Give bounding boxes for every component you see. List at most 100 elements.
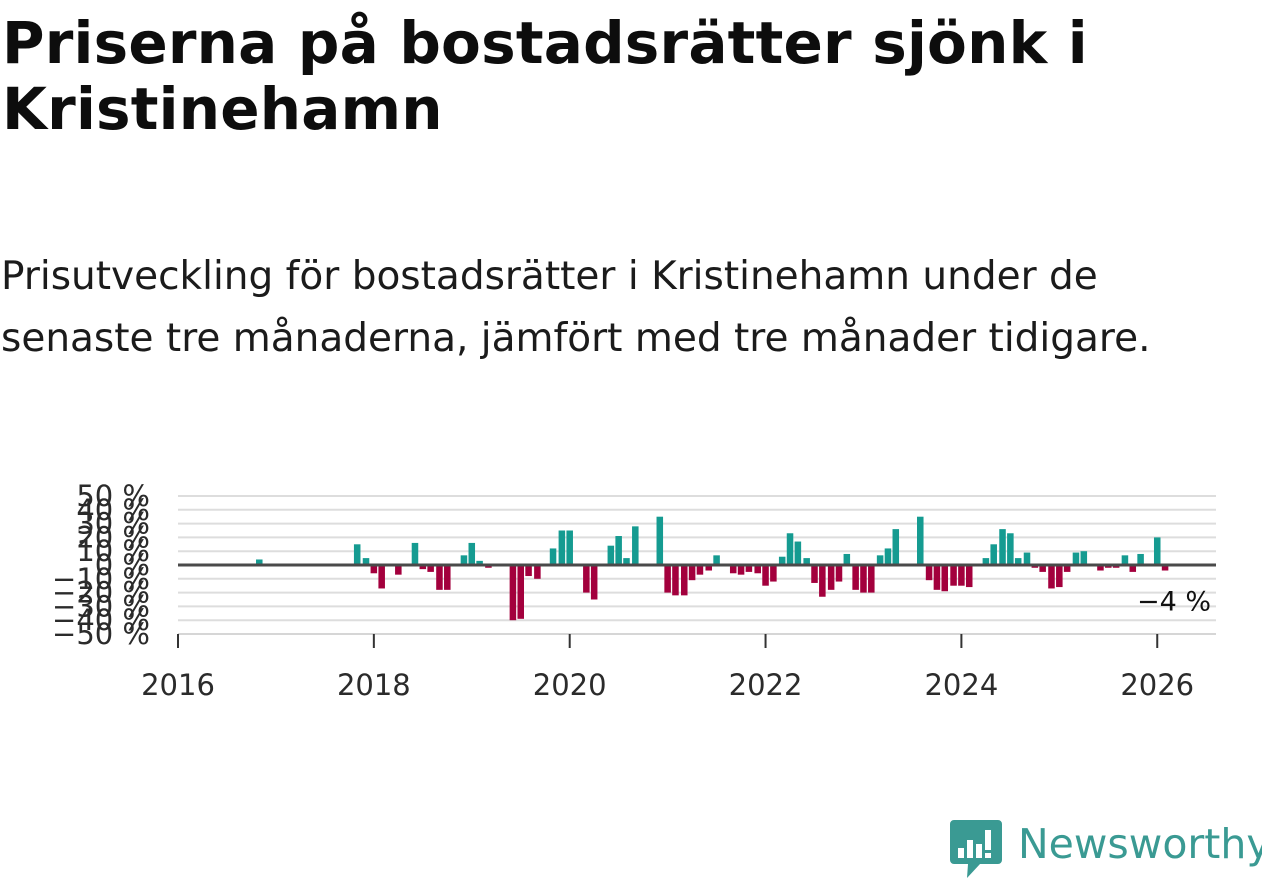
bar bbox=[583, 565, 590, 593]
bars bbox=[256, 516, 1169, 621]
y-tick-label: −50 % bbox=[52, 617, 150, 651]
bar bbox=[713, 555, 720, 565]
bar bbox=[876, 555, 884, 565]
bar bbox=[737, 565, 745, 575]
y-axis-tick-labels: 50 %40 %30 %20 %10 %0 %−10 %−20 %−30 %−4… bbox=[52, 479, 150, 651]
bar bbox=[534, 565, 541, 579]
bar bbox=[982, 558, 990, 565]
bar bbox=[892, 529, 900, 565]
bar bbox=[509, 565, 517, 621]
bar bbox=[827, 565, 835, 590]
bar bbox=[370, 565, 378, 574]
bar bbox=[778, 556, 786, 565]
bar bbox=[1129, 565, 1137, 572]
bar bbox=[427, 565, 434, 572]
bar bbox=[705, 565, 713, 571]
bar bbox=[999, 529, 1006, 565]
bar bbox=[729, 565, 737, 574]
bar bbox=[672, 565, 679, 596]
x-tick-label: 2020 bbox=[533, 668, 607, 702]
bar bbox=[1161, 565, 1169, 571]
bar bbox=[965, 565, 973, 588]
bar bbox=[925, 565, 933, 581]
bar bbox=[256, 559, 263, 565]
bar bbox=[917, 516, 924, 565]
bar bbox=[476, 560, 483, 565]
bar bbox=[1039, 565, 1046, 572]
bar bbox=[460, 555, 468, 565]
bar bbox=[468, 542, 476, 565]
bar bbox=[1072, 552, 1080, 565]
bar bbox=[362, 558, 370, 565]
bar bbox=[444, 565, 451, 590]
bar bbox=[1007, 533, 1014, 565]
y-tick-label: −20 % bbox=[52, 576, 150, 610]
bar bbox=[990, 544, 997, 565]
y-tick-label: 20 % bbox=[76, 520, 150, 554]
bar bbox=[770, 565, 777, 582]
y-tick-label: 50 % bbox=[76, 479, 150, 513]
last-value-label: −4 % bbox=[1137, 587, 1211, 618]
bar bbox=[811, 565, 818, 583]
bar bbox=[860, 565, 867, 593]
bar bbox=[1063, 565, 1071, 572]
bar bbox=[745, 565, 753, 572]
bar bbox=[632, 526, 639, 565]
annotations: −4 % bbox=[1137, 587, 1211, 618]
newsworthy-logo: Newsworthy bbox=[950, 818, 1262, 878]
bar bbox=[1048, 565, 1055, 589]
bar bbox=[1137, 553, 1144, 565]
bar bbox=[803, 558, 810, 565]
y-tick-label: 0 % bbox=[95, 548, 150, 582]
bar bbox=[566, 530, 573, 565]
x-tick-label: 2016 bbox=[141, 668, 215, 702]
y-tick-label: −10 % bbox=[52, 562, 150, 596]
bar bbox=[835, 565, 843, 582]
bar bbox=[1023, 552, 1031, 565]
bar bbox=[558, 530, 566, 565]
bar bbox=[819, 565, 826, 597]
bar bbox=[1097, 565, 1104, 571]
bar bbox=[958, 565, 965, 586]
x-tick-label: 2022 bbox=[729, 668, 803, 702]
chart-title: Priserna på bostadsrätter sjönk i Kristi… bbox=[2, 9, 1088, 143]
bar bbox=[681, 565, 688, 596]
bar bbox=[843, 553, 851, 565]
bar bbox=[590, 565, 598, 600]
chart-subtitle: Prisutveckling för bostadsrätter i Krist… bbox=[1, 254, 1151, 361]
bar bbox=[436, 565, 443, 590]
bar bbox=[1153, 537, 1161, 565]
bar bbox=[353, 544, 361, 565]
bar bbox=[786, 533, 794, 565]
bar bbox=[762, 565, 769, 586]
y-tick-label: 40 % bbox=[76, 493, 150, 527]
bar bbox=[517, 565, 524, 619]
newsworthy-logo-text: Newsworthy bbox=[1018, 820, 1262, 868]
bar bbox=[419, 565, 427, 570]
bar bbox=[623, 558, 630, 565]
bar bbox=[884, 548, 892, 565]
bar bbox=[411, 542, 419, 565]
x-tick-label: 2026 bbox=[1120, 668, 1194, 702]
bar bbox=[1014, 558, 1022, 565]
bar bbox=[378, 565, 385, 589]
bar bbox=[696, 565, 704, 575]
bar bbox=[754, 565, 761, 574]
y-tick-label: 30 % bbox=[76, 507, 150, 541]
bar bbox=[868, 565, 875, 593]
bar-chart: 50 %40 %30 %20 %10 %0 %−10 %−20 %−30 %−4… bbox=[52, 479, 1216, 702]
axes bbox=[178, 563, 1216, 635]
x-axis-ticks: 2016 2018 2020 2022 2024 2026 bbox=[141, 634, 1194, 702]
x-tick-label: 2018 bbox=[337, 668, 411, 702]
bar bbox=[933, 565, 941, 590]
bar bbox=[656, 516, 664, 565]
bar bbox=[664, 565, 671, 593]
bar bbox=[794, 541, 802, 565]
bar bbox=[607, 545, 615, 565]
newsworthy-logo-icon bbox=[950, 820, 1002, 878]
x-tick-label: 2024 bbox=[924, 668, 998, 702]
bar bbox=[852, 565, 859, 590]
bar bbox=[549, 548, 557, 565]
bar bbox=[941, 565, 949, 592]
y-tick-label: −40 % bbox=[52, 603, 150, 637]
